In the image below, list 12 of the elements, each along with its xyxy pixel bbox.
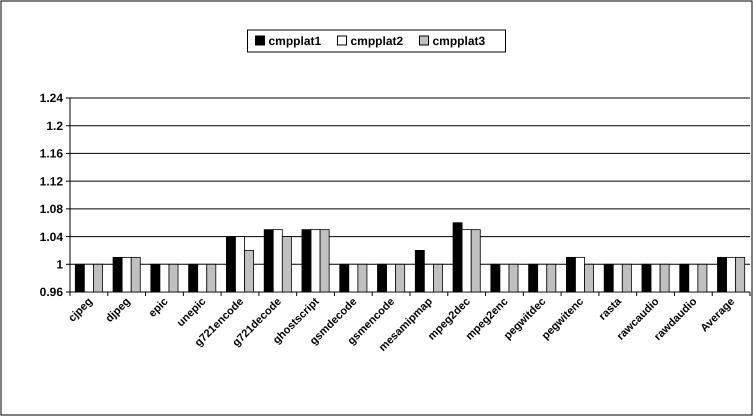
- legend-label: cmpplat1: [268, 34, 322, 48]
- y-tick-label: 1: [56, 257, 64, 272]
- x-tick-label: epic: [146, 296, 171, 320]
- y-tick-label: 1.12: [40, 174, 64, 188]
- y-tick-label: 1.16: [40, 146, 64, 161]
- y-tick-label: 0.96: [40, 285, 64, 300]
- y-tick-label: 1.2: [46, 118, 64, 133]
- legend-label: cmpplat3: [432, 34, 486, 48]
- y-tick-label: 1.04: [40, 230, 64, 244]
- legend-label: cmpplat2: [350, 34, 404, 48]
- y-tick-label: 1.08: [40, 202, 64, 216]
- y-tick-label: 1.24: [40, 91, 64, 106]
